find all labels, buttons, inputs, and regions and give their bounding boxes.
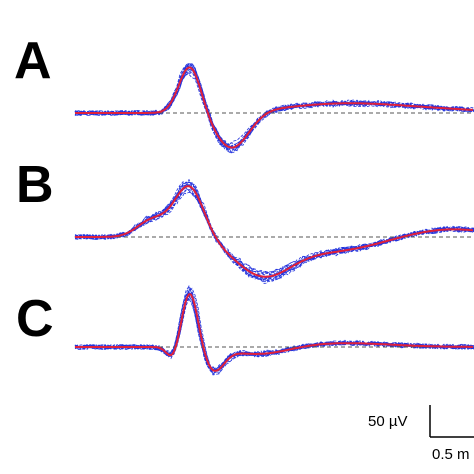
- trace: [74, 294, 474, 372]
- trace: [74, 297, 474, 371]
- trace: [74, 182, 474, 281]
- trace: [74, 296, 474, 372]
- panel-label: A: [14, 32, 52, 90]
- trace: [74, 298, 474, 370]
- scale-label: 50 µV: [368, 413, 408, 430]
- trace: [74, 285, 474, 376]
- mean-trace: [75, 185, 474, 278]
- panel-label: C: [16, 290, 54, 348]
- mean-trace: [75, 66, 474, 149]
- mean-trace: [75, 293, 473, 372]
- trace: [74, 285, 474, 375]
- scale-label: 0.5 m: [432, 446, 470, 463]
- trace: [74, 288, 474, 375]
- trace: [74, 291, 474, 370]
- trace: [74, 295, 474, 372]
- panel-label: B: [16, 156, 54, 214]
- trace: [74, 298, 474, 372]
- trace: [74, 191, 474, 276]
- trace: [74, 287, 474, 374]
- trace: [74, 289, 474, 372]
- trace: [74, 291, 474, 371]
- trace: [74, 291, 474, 375]
- trace: [74, 70, 474, 147]
